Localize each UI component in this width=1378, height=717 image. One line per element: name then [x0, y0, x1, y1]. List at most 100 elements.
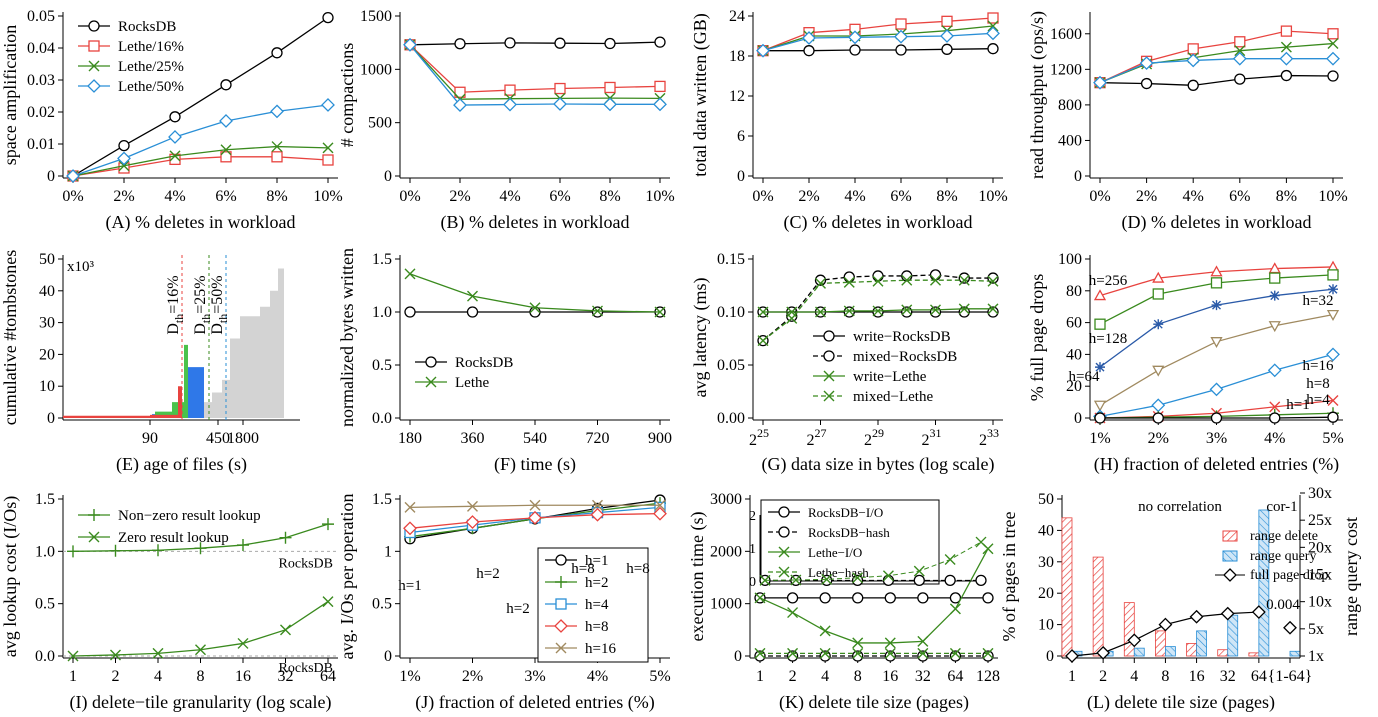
data-point [454, 86, 466, 98]
data-point [654, 306, 666, 318]
legend-label: Lethe−I/O [808, 545, 862, 560]
data-point [1093, 400, 1107, 412]
data-point [1269, 412, 1281, 424]
data-point [843, 276, 855, 288]
data-point [756, 43, 770, 58]
data-point [848, 30, 862, 45]
y-tick-label: 20 [1066, 378, 1082, 395]
x-tick-label: 4 [1130, 668, 1138, 685]
y-tick-label: 1200 [1050, 61, 1082, 78]
x-tick-label: 64 [1251, 668, 1267, 685]
tick-base: 2 [979, 432, 987, 449]
x-tick-label: 16 [882, 668, 898, 685]
data-point [503, 97, 517, 112]
inset-data-point [852, 572, 864, 584]
data-point [322, 142, 334, 154]
y-tick-label: 1.5 [372, 251, 392, 268]
x-tick-label: 4% [1264, 430, 1285, 447]
data-point [322, 154, 334, 166]
data-point [987, 43, 999, 55]
y-tick-label: 1 [384, 543, 392, 560]
data-point [110, 649, 121, 661]
data-point [653, 97, 667, 112]
bar-range-delete [1061, 517, 1073, 657]
x-tick-label: 0% [1089, 188, 1110, 205]
x-tick-label: 2% [1136, 188, 1157, 205]
data-point [843, 306, 855, 318]
x-tick-label: 227 [807, 426, 827, 449]
data-point [819, 592, 831, 604]
data-point [220, 79, 232, 91]
legend-marker [88, 531, 100, 543]
data-point [220, 151, 232, 163]
x-tick-label: 90 [142, 430, 158, 447]
reference-label: RocksDB [279, 556, 333, 571]
legend-marker [425, 376, 437, 388]
y2-tick-label: 1x [1308, 648, 1324, 665]
x-tick-label: 6% [549, 188, 570, 205]
y-axis-label: cumulative #tombstones [0, 250, 20, 425]
y-axis-label: # compactions [337, 43, 357, 147]
legend-marker [88, 40, 100, 52]
data-point [554, 82, 566, 95]
data-point [872, 305, 884, 317]
data-point [1269, 401, 1281, 413]
tombstones-area-green [63, 344, 188, 418]
legend-label: Zero result lookup [118, 530, 229, 546]
y2-tick-label: 15x [1308, 567, 1332, 584]
y-tick-label: 10 [39, 378, 55, 395]
series-label: h=16 [1303, 358, 1334, 374]
data-point [220, 144, 232, 156]
x-tick-label: 10% [1318, 188, 1347, 205]
y-axis-label: avg. I/Os per operation [337, 494, 357, 660]
tombstones-area-blue [63, 367, 204, 418]
data-point [917, 635, 929, 647]
inset-data-point [913, 565, 925, 577]
data-point [454, 38, 466, 50]
data-point [819, 625, 831, 637]
x-tick-label: 3% [1206, 430, 1227, 447]
data-point [528, 510, 542, 525]
annotation-label: h=1 [398, 578, 421, 594]
x-tick-label: 900 [648, 430, 672, 447]
x-tick-label: 6% [890, 188, 911, 205]
y-tick-label: 50 [39, 251, 55, 268]
data-point [1153, 319, 1164, 330]
x-tick-label: 231 [922, 426, 942, 449]
data-point [958, 272, 970, 284]
x-tick-label: 8 [854, 668, 862, 685]
series-line [409, 44, 660, 106]
inset-y-tick-label: 1 [749, 542, 756, 557]
y-tick-label: 1.5 [372, 491, 392, 508]
y-tick-label: 1.0 [35, 543, 55, 560]
data-point [949, 647, 961, 659]
data-point [1232, 51, 1247, 66]
data-point [917, 647, 929, 659]
series-line [1099, 42, 1334, 84]
tick-exp: 25 [757, 426, 769, 440]
series-line [759, 548, 989, 644]
legend-label: RocksDB−I/O [808, 505, 883, 520]
threshold-value: =25% [192, 275, 209, 313]
inset-data-point [882, 570, 894, 582]
data-point [279, 531, 292, 544]
legend-marker [555, 598, 567, 610]
data-point [404, 501, 416, 513]
data-point [895, 44, 907, 56]
series-label: h=256 [1089, 273, 1128, 289]
x-tick-label: 2 [1099, 668, 1107, 685]
data-point [987, 275, 999, 287]
data-point [504, 84, 516, 96]
panel-caption: (I) delete−tile granularity (log scale) [69, 692, 331, 713]
data-point [1152, 412, 1164, 424]
y-tick-label: 100 [1058, 251, 1082, 268]
data-point [1279, 51, 1294, 66]
data-point [1152, 271, 1165, 283]
data-point [271, 141, 283, 153]
bar-range-delete [1217, 649, 1229, 657]
y-tick-label: 0 [734, 648, 742, 665]
inset-data-point [975, 536, 987, 548]
data-point [872, 306, 884, 318]
panel-caption: (C) % deletes in workload [784, 212, 973, 233]
